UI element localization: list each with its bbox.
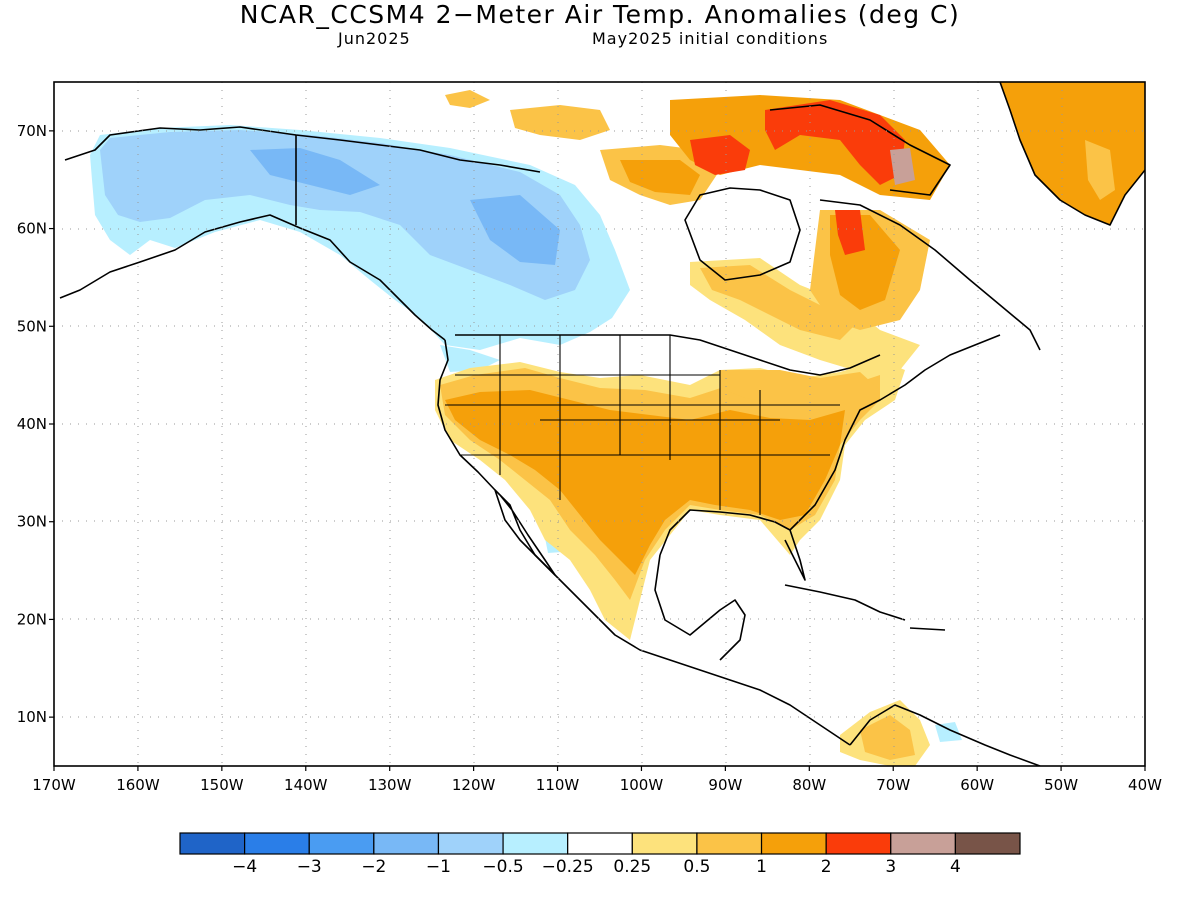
baja-california [494,489,556,576]
lon-tick-label: 70W [876,776,910,794]
colorbar-label: 3 [885,857,896,877]
us-east-coast [789,334,1001,531]
state-border-layer [445,335,840,515]
colorbar-label: −0.5 [482,857,523,877]
colorbar-swatch [308,832,375,855]
lat-tick-label: 40N [17,415,47,433]
anomaly-region-us-core [445,390,845,575]
colorbar-swatch [567,832,633,855]
us-canada-border [455,334,881,376]
colorbar-label: −2 [361,857,386,877]
lon-tick-label: 50W [1044,776,1078,794]
anomaly-region-alaska-deep [250,148,380,195]
lon-tick-label: 80W [792,776,826,794]
anomaly-region-hudson-north-core [620,160,700,195]
colorbar-label: −1 [426,857,451,877]
anomaly-region-arctic-west [445,90,490,108]
colorbar-label: 1 [756,857,767,877]
colorbar-swatch [631,832,698,855]
lon-tick-label: 40W [1128,776,1162,794]
colorbar-swatch [373,832,440,855]
colorbar-swatch [179,832,246,855]
cuba [784,584,906,621]
gulf-coast [659,509,806,581]
colorbar-label: 0.5 [683,857,710,877]
colorbar-swatch [502,832,569,855]
lon-tick-label: 100W [620,776,664,794]
colorbar-swatch [437,832,504,855]
hispaniola [909,627,946,631]
valid-month-label: Jun2025 [338,29,411,48]
chart-title: NCAR_CCSM4 2−Meter Air Temp. Anomalies (… [239,0,961,29]
south-america [849,704,1041,766]
hudson-bay [684,187,801,281]
colorbar-label: −3 [297,857,322,877]
colorbar-swatch [760,832,827,855]
lon-tick-label: 170W [32,776,76,794]
anomaly-region-alaska-deep-2 [470,195,560,265]
lon-tick-label: 150W [200,776,244,794]
lon-tick-label: 120W [452,776,496,794]
colorbar-label: 4 [950,857,961,877]
lat-tick-label: 70N [17,122,47,140]
lat-tick-label: 10N [17,708,47,726]
anomaly-region-greenland-mild [1085,140,1115,200]
greenland-coast [999,82,1145,226]
colorbar-swatch [825,832,892,855]
lon-tick-label: 90W [708,776,742,794]
anomaly-region-quebec-hot [835,210,865,255]
latitude-axis: 70N 60N 50N 40N 30N 20N 10N [17,122,54,726]
anomaly-region-colombia-core [860,715,915,760]
colorbar-label: −4 [232,857,257,877]
anomaly-fill-layer [90,82,1145,766]
colorbar-label: 2 [821,857,832,877]
colorbar-swatch [696,832,763,855]
anomaly-region-baffin-extreme [890,148,915,185]
lon-tick-label: 160W [116,776,160,794]
anomaly-region-arctic-mid [510,105,610,140]
coastline-layer [59,82,1145,766]
state-lines-horizontal [445,374,840,456]
lat-tick-label: 30N [17,513,47,531]
lon-tick-label: 110W [536,776,580,794]
lat-tick-label: 60N [17,220,47,238]
baffin-coast [769,104,951,196]
anomaly-region-bermuda-cold [935,722,962,742]
longitude-axis: 170W 160W 150W 140W 130W 120W 110W 100W 90W 80W 70… [32,766,1162,794]
lon-tick-label: 60W [960,776,994,794]
alaska-coast [59,214,446,341]
anomaly-region-alaska-core [100,130,590,300]
colorbar-swatch [954,832,1021,855]
colorbar-label: −0.25 [542,857,594,877]
anomaly-region-greenland [1000,82,1145,225]
anomaly-region-baffin-hot-2 [765,100,905,185]
mexico-gulf [654,554,746,661]
anomaly-region-bc-coast [440,345,500,372]
lat-tick-label: 20N [17,610,47,628]
colorbar: −4 −3 −2 −1 −0.5 −0.25 0.25 0.5 1 2 3 4 [179,832,1021,877]
lon-tick-label: 130W [368,776,412,794]
labrador-coast [819,199,1041,351]
anomaly-region-ontario-core [700,265,860,340]
anomaly-region-baffin-hot [690,135,750,175]
colorbar-swatch [244,832,310,855]
colorbar-swatch [890,832,956,855]
lon-tick-label: 140W [284,776,328,794]
lat-tick-label: 50N [17,317,47,335]
init-conditions-label: May2025 initial conditions [592,29,829,48]
colorbar-label: 0.25 [613,857,651,877]
